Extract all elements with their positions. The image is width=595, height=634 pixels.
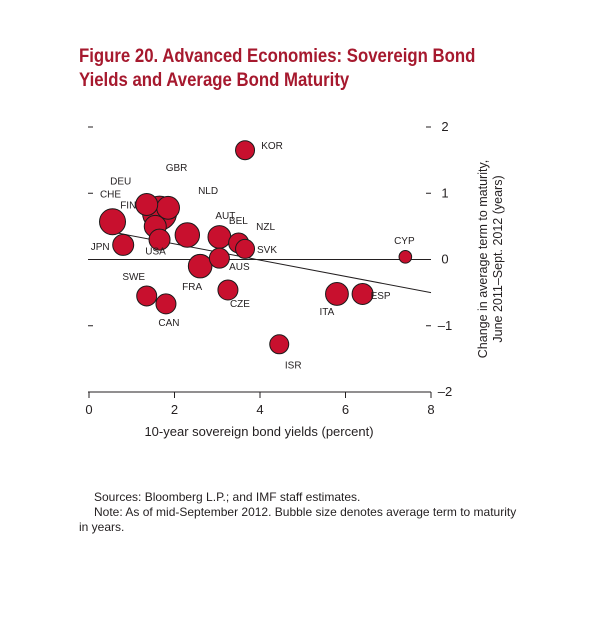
- bubble-label-aus: AUS: [229, 262, 250, 273]
- bubble-label-svk: SVK: [257, 245, 277, 256]
- bubble-can: [155, 293, 177, 315]
- bubbles-group: [99, 140, 413, 355]
- bubble-che: [99, 208, 127, 236]
- figure-title: Figure 20. Advanced Economies: Sovereign…: [79, 44, 492, 92]
- y-tick-label: 1: [441, 185, 448, 200]
- y-axis-label-line-1: Change in average term to maturity,: [476, 160, 490, 358]
- bubble-label-nzl: NZL: [256, 222, 275, 233]
- x-axis-label: 10-year sovereign bond yields (percent): [144, 424, 373, 439]
- x-tick-label: 4: [256, 402, 263, 417]
- bubble-deu: [135, 193, 159, 217]
- bubble-esp: [351, 282, 374, 305]
- bubble-label-cze: CZE: [230, 299, 250, 310]
- bubble-cyp: [398, 250, 413, 264]
- bubble-jpn: [112, 233, 135, 256]
- bubble-nld: [156, 195, 180, 220]
- x-tick-label: 2: [171, 402, 178, 417]
- y-tick-label: 2: [441, 119, 448, 134]
- bubble-label-usa: USA: [145, 247, 166, 258]
- x-tick-label: 8: [427, 402, 434, 417]
- bubble-swe: [136, 285, 158, 307]
- bubble-label-esp: ESP: [371, 291, 391, 302]
- bubble-isr: [269, 334, 290, 355]
- figure-title-line-1: Figure 20. Advanced Economies: Sovereign…: [79, 45, 476, 67]
- bubble-aus: [208, 247, 230, 269]
- bubble-label-deu: DEU: [110, 177, 131, 188]
- sources-text: Sources: Bloomberg L.P.; and IMF staff e…: [94, 490, 361, 504]
- bubble-label-can: CAN: [158, 318, 179, 329]
- bubble-label-che: CHE: [100, 190, 121, 201]
- bubble-label-swe: SWE: [122, 272, 145, 283]
- y-tick-label: 0: [441, 252, 448, 267]
- bubble-label-gbr: GBR: [166, 163, 188, 174]
- bubble-label-nld: NLD: [198, 186, 218, 197]
- figure-title-line-2: Yields and Average Bond Maturity: [79, 69, 350, 91]
- bubble-label-fra: FRA: [182, 282, 202, 293]
- bubble-fra: [187, 253, 213, 279]
- bubble-label-cyp: CYP: [394, 236, 415, 247]
- bubble-label-jpn: JPN: [91, 242, 110, 253]
- note-text: Note: As of mid-September 2012. Bubble s…: [79, 505, 517, 534]
- y-tick-label: –1: [438, 318, 452, 333]
- bubble-label-kor: KOR: [261, 141, 283, 152]
- bubble-label-fin: FIN: [120, 200, 136, 211]
- bubble-label-bel: BEL: [229, 216, 248, 227]
- bubble-svk: [235, 238, 256, 259]
- chart-axes: 0 2 4 6 8 –2 –1 0 1 2: [85, 119, 452, 417]
- bubble-bel: [207, 225, 232, 249]
- figure-notes: Sources: Bloomberg L.P.; and IMF staff e…: [79, 490, 519, 535]
- bubble-ita: [325, 282, 349, 306]
- bubble-cze: [217, 279, 239, 301]
- bubble-usa: [148, 228, 171, 251]
- bubble-aut: [174, 222, 201, 248]
- x-tick-label: 6: [342, 402, 349, 417]
- bubble-kor: [235, 140, 256, 161]
- bubble-label-aut: AUT: [215, 211, 235, 222]
- y-tick-label: –2: [438, 384, 452, 399]
- bubble-label-isr: ISR: [285, 360, 302, 371]
- y-axis-label-line-2: June 2011–Sept. 2012 (years): [491, 175, 505, 342]
- bubble-label-ita: ITA: [320, 307, 335, 318]
- y-axis-label: Change in average term to maturity, June…: [476, 160, 505, 358]
- x-tick-label: 0: [85, 402, 92, 417]
